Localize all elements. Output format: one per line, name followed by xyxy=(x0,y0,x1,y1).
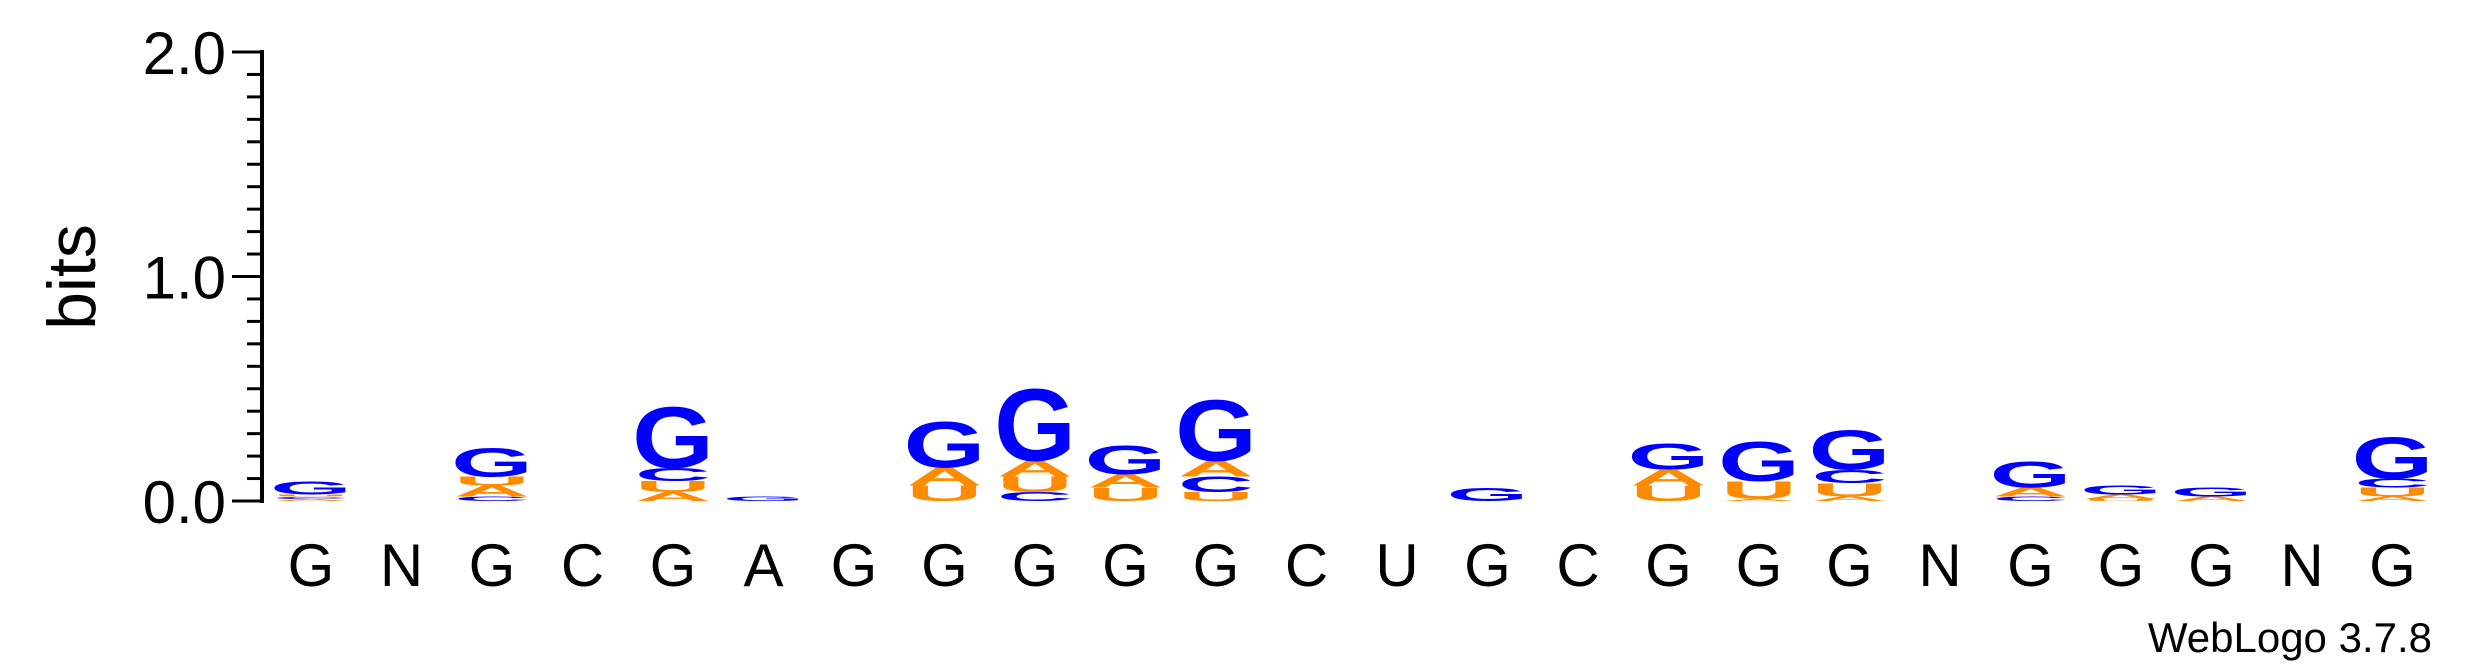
logo-letter-g: G xyxy=(451,440,533,485)
x-tick-label: N xyxy=(1918,532,1961,599)
x-tick-label: G xyxy=(1102,532,1149,599)
y-tick-label: 1.0 xyxy=(143,245,226,312)
x-tick-label: G xyxy=(469,532,516,599)
x-tick-label: G xyxy=(2369,532,2416,599)
logo-letter-a: A xyxy=(2355,495,2431,502)
logo-letter-a: A xyxy=(997,457,1073,481)
x-tick-label: G xyxy=(1012,532,1059,599)
logo-letter-u: U xyxy=(454,474,530,488)
logo-letter-u: U xyxy=(2083,498,2159,501)
logo-letter-c: C xyxy=(454,495,530,502)
logo-letter-c: C xyxy=(2355,476,2431,490)
y-axis: 0.0 1.0 2.0 xyxy=(143,20,264,536)
logo-letter-c: C xyxy=(635,464,711,485)
x-tick-label: G xyxy=(1193,532,1240,599)
logo-letter-a: A xyxy=(1812,495,1888,502)
logo-letter-c: C xyxy=(273,496,349,499)
logo-letter-a: A xyxy=(1993,485,2069,499)
logo-letter-u: U xyxy=(2355,485,2431,499)
y-tick-label: 0.0 xyxy=(143,469,226,536)
x-tick-label: N xyxy=(2280,532,2323,599)
y-axis-label: bits xyxy=(34,224,110,330)
y-tick-label: 2.0 xyxy=(143,20,226,87)
x-tick-label: G xyxy=(2007,532,2054,599)
logo-letter-a: A xyxy=(454,482,530,499)
x-tick-label: G xyxy=(831,532,878,599)
x-tick-label: G xyxy=(1464,532,1511,599)
logo-letter-u: U xyxy=(273,494,349,497)
logo-letter-g: G xyxy=(270,477,352,498)
logo-letter-g: G xyxy=(1447,484,1529,505)
x-tick-label: G xyxy=(1826,532,1873,599)
logo-letter-a: A xyxy=(1088,471,1164,492)
logo-letter-a: A xyxy=(1631,466,1707,490)
x-tick-label: G xyxy=(1645,532,1692,599)
logo-letter-c: C xyxy=(1993,495,2069,502)
logo-letter-u: U xyxy=(635,478,711,495)
logo-letter-g: G xyxy=(1175,383,1257,480)
x-tick-label: G xyxy=(1736,532,1783,599)
logo-letter-g: G xyxy=(632,390,714,487)
logo-letter-g: G xyxy=(1990,454,2072,496)
logo-letter-g: G xyxy=(1718,430,1800,493)
x-tick-label: C xyxy=(561,532,604,599)
x-tick-label: G xyxy=(921,532,968,599)
logo-letter-g: G xyxy=(1628,436,1710,478)
x-tick-label: G xyxy=(288,532,335,599)
logo-letter-u: U xyxy=(1178,490,1254,504)
x-tick-label: G xyxy=(2188,532,2235,599)
logo-letter-a: A xyxy=(1178,457,1254,481)
logo-letter-u: U xyxy=(1812,480,1888,501)
logo-letter-u: U xyxy=(997,472,1073,496)
x-tick-label: A xyxy=(743,532,783,599)
logo-letter-u: U xyxy=(1088,484,1164,505)
logo-letter-c: C xyxy=(1178,472,1254,496)
logo-letter-a: A xyxy=(635,490,711,504)
logo-letter-g: G xyxy=(2080,483,2162,497)
x-tick-label: C xyxy=(1556,532,1599,599)
logo-letter-u: U xyxy=(907,481,983,505)
logo-letter-a: A xyxy=(2083,493,2159,500)
logo-letter-u: U xyxy=(1721,477,1797,505)
x-tick-label: G xyxy=(650,532,697,599)
logo-letter-a: A xyxy=(2174,495,2250,502)
logo-letter-g: G xyxy=(2352,426,2434,492)
x-tick-label: C xyxy=(1285,532,1328,599)
x-tick-label: G xyxy=(2098,532,2145,599)
logo-letter-a: A xyxy=(1721,498,1797,501)
logo-letter-g: G xyxy=(1809,419,1891,482)
x-tick-label: N xyxy=(380,532,423,599)
logo-letter-a: A xyxy=(273,498,349,501)
logo-letter-g: G xyxy=(2171,485,2253,499)
logo-letter-g: G xyxy=(723,495,805,502)
logo-letter-c: C xyxy=(1812,466,1888,487)
logo-letter-c: C xyxy=(997,490,1073,504)
logo-letter-g: G xyxy=(904,408,986,481)
logo-letter-u: U xyxy=(1631,481,1707,505)
logo-letter-g: G xyxy=(1085,437,1167,482)
logo-letter-g: G xyxy=(994,369,1076,484)
logo-letter-a: A xyxy=(907,463,983,491)
weblogo-credit: WebLogo 3.7.8 xyxy=(2148,614,2432,661)
x-tick-label: U xyxy=(1375,532,1418,599)
